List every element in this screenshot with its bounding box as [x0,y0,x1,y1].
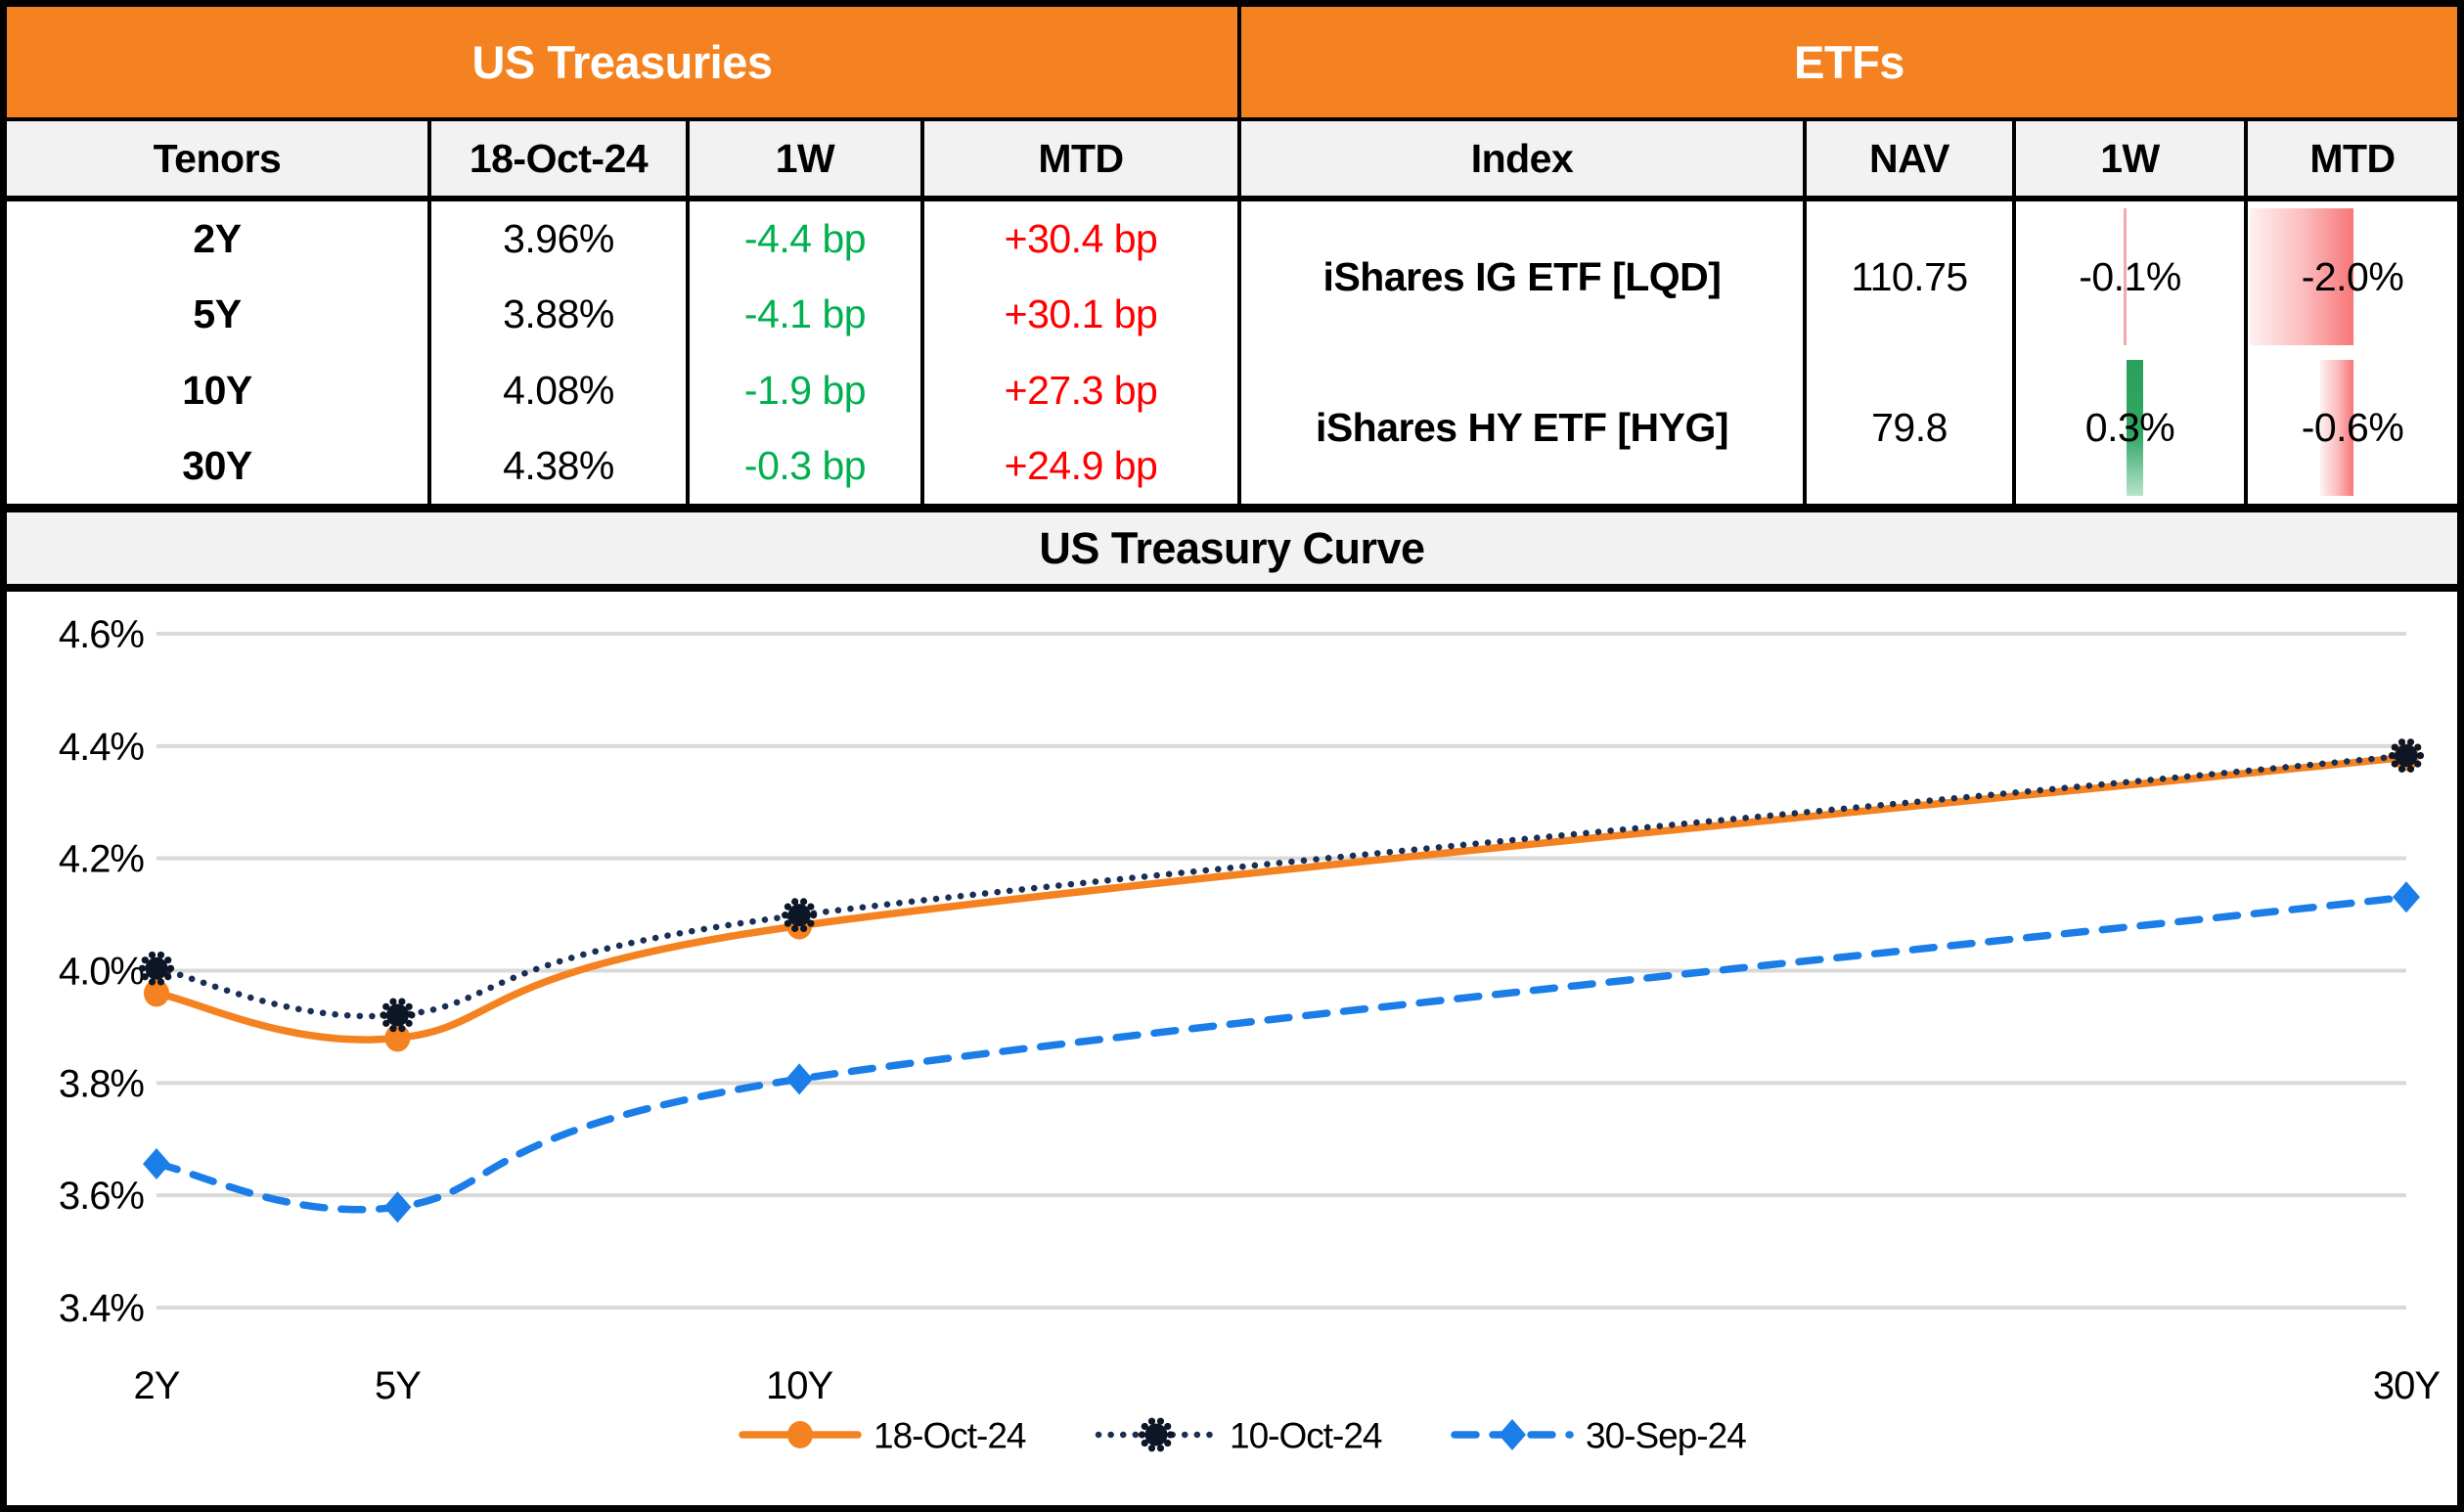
etf-mtd-change: -2.0% [2248,201,2457,353]
col-header-index: Index [1241,121,1803,196]
marker-diamond [1499,1419,1526,1450]
etfs-title: ETFs [1794,36,1904,88]
us-treasuries-column-headers: Tenors 18-Oct-24 1W MTD [7,121,1237,196]
series-line-30-Sep-24 [153,893,2410,1214]
x-tick-label: 5Y [375,1364,421,1407]
table-divider [1237,7,1241,504]
etfs-table: ETFs Index NAV 1W MTD iShares IG ETF [LQ… [1241,7,2457,504]
us-treasuries-title: US Treasuries [471,36,773,88]
marker-diamond [383,1191,412,1223]
rate-value: 4.38% [431,427,686,504]
y-tick-label: 4.6% [59,613,145,656]
etf-nav: 110.75 [1807,201,2012,353]
rate-value: 3.96% [431,201,686,278]
tables-section: US Treasuries Tenors 18-Oct-24 1W MTD 2Y… [7,7,2457,504]
legend-entry-10-Oct-24: 10-Oct-24 [1095,1416,1383,1456]
1w-change: -0.3 bp [690,427,920,504]
mtd-change: +24.9 bp [924,427,1237,504]
marker-circle [787,1421,813,1448]
us-treasuries-header: US Treasuries [7,7,1237,117]
databar-hyg-mtd [2319,359,2353,496]
1w-change: -1.9 bp [690,352,920,428]
mtd-change: +30.1 bp [924,277,1237,353]
treasury-curve-chart: 4.6% 4.4% 4.2% 4.0% 3.8% 3.6% 3.4% 2Y 5Y 10Y 30Y 18… [7,592,2457,1505]
tenor-label: 30Y [7,427,427,504]
marker-star [782,898,818,933]
legend-entry-label: 18-Oct-24 [874,1416,1026,1456]
marker-star [1138,1417,1175,1452]
etf-name: iShares IG ETF [LQD] [1241,201,1803,353]
col-header-nav: NAV [1807,121,2012,196]
y-tick-label: 3.4% [59,1287,145,1330]
chart-title-band: US Treasury Curve [7,512,2457,584]
y-tick-label: 4.4% [59,726,145,769]
col-header-1w: 1W [690,121,920,196]
col-header-tenors: Tenors [7,121,427,196]
treasury-curve-svg: 4.6% 4.4% 4.2% 4.0% 3.8% 3.6% 3.4% 2Y 5Y 10Y 30Y 18… [59,613,2442,1456]
databar-lqd-1w [2124,208,2127,345]
etf-name: iShares HY ETF [HYG] [1241,352,1803,504]
x-tick-label: 2Y [134,1364,180,1407]
mtd-change: +30.4 bp [924,201,1237,278]
legend-entry-30-Sep-24: 30-Sep-24 [1451,1416,1747,1456]
marker-star [2388,738,2425,773]
series-line-10-Oct-24 [153,752,2410,1020]
marker-circle [384,1024,411,1052]
databar-hyg-1w [2127,359,2143,496]
y-tick-label: 3.6% [59,1175,145,1218]
databar-lqd-mtd [2249,208,2353,345]
mtd-change: +27.3 bp [924,352,1237,428]
1w-change: -4.4 bp [690,201,920,278]
1w-change: -4.1 bp [690,277,920,353]
col-header-etf-1w: 1W [2016,121,2244,196]
chart-title-rule [7,584,2457,592]
y-tick-label: 3.8% [59,1062,145,1105]
marker-star [380,998,416,1033]
etf-1w-change: 0.3% [2016,352,2244,504]
marker-diamond [2393,881,2420,913]
legend-entry-label: 10-Oct-24 [1230,1416,1382,1456]
rate-value: 4.08% [431,352,686,428]
tenor-label: 10Y [7,352,427,428]
us-treasuries-body: 2Y 3.96% -4.4 bp +30.4 bp 5Y 3.88% -4.1 … [7,201,1237,504]
tenor-label: 2Y [7,201,427,278]
etf-1w-change: -0.1% [2016,201,2244,353]
y-tick-label: 4.0% [59,951,145,994]
series-line-18-Oct-24 [153,753,2410,1044]
col-header-etf-mtd: MTD [2248,121,2457,196]
col-header-mtd: MTD [924,121,1237,196]
x-tick-label: 30Y [2373,1364,2440,1407]
etfs-header: ETFs [1241,7,2457,117]
marker-diamond [143,1148,170,1180]
etf-nav: 79.8 [1807,352,2012,504]
x-tick-label: 10Y [766,1364,832,1407]
marker-diamond [785,1063,814,1095]
marker-star [138,951,175,986]
col-header-date: 18-Oct-24 [431,121,686,196]
marker-circle [144,979,169,1007]
legend-entry-18-Oct-24: 18-Oct-24 [739,1416,1027,1456]
etfs-body: iShares IG ETF [LQD] 110.75 -0.1% -2.0% … [1241,201,2457,504]
chart-title: US Treasury Curve [1039,522,1425,573]
etfs-column-headers: Index NAV 1W MTD [1241,121,2457,196]
tenor-label: 5Y [7,277,427,353]
etf-mtd-change: -0.6% [2248,352,2457,504]
section-divider-rule [7,504,2457,512]
rate-value: 3.88% [431,277,686,353]
legend-entry-label: 30-Sep-24 [1586,1416,1746,1456]
y-tick-label: 4.2% [59,838,145,881]
us-treasuries-table: US Treasuries Tenors 18-Oct-24 1W MTD 2Y… [7,7,1237,504]
